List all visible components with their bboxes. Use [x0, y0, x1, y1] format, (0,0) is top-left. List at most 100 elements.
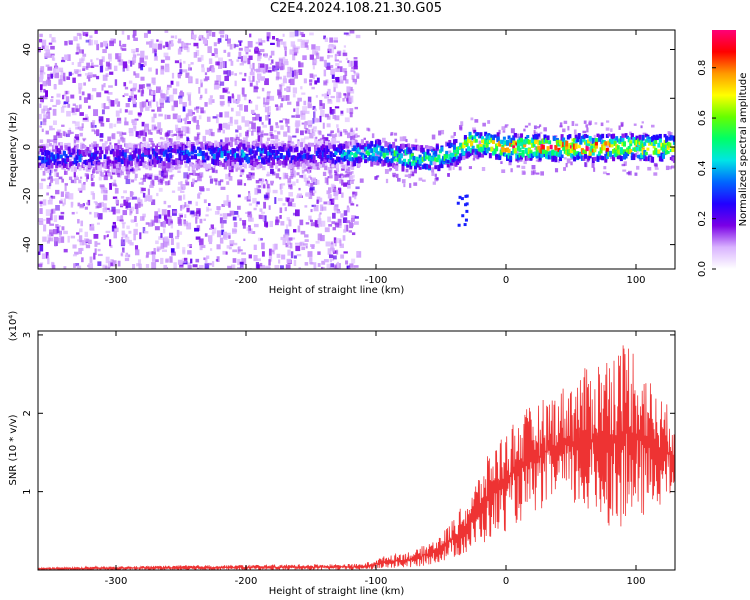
noise-cell: [111, 225, 115, 232]
noise-cell: [91, 223, 95, 228]
signal-cell: [448, 142, 452, 148]
noise-cell: [283, 61, 289, 66]
noise-cell: [209, 175, 212, 179]
noise-cell: [310, 209, 313, 213]
noise-cell: [140, 64, 144, 71]
signal-cell: [596, 133, 600, 137]
noise-cell: [39, 84, 43, 91]
noise-cell: [232, 100, 237, 104]
signal-cell: [384, 159, 388, 164]
signal-cell: [534, 133, 538, 140]
noise-cell: [179, 59, 182, 66]
noise-cell: [307, 96, 312, 103]
noise-cell: [321, 93, 324, 97]
signal-cell: [208, 147, 212, 151]
signal-cell: [286, 143, 290, 148]
signal-cell: [38, 156, 41, 161]
signal-cell: [89, 163, 93, 169]
signal-cell: [565, 144, 569, 150]
noise-cell: [276, 219, 280, 223]
noise-cell: [52, 108, 57, 116]
signal-cell: [413, 167, 417, 174]
signal-cell: [568, 148, 572, 154]
noise-cell: [46, 149, 52, 152]
signal-cell: [218, 161, 222, 165]
signal-cell: [114, 157, 118, 162]
signal-cell: [220, 145, 224, 151]
noise-cell: [196, 132, 201, 136]
noise-cell: [109, 123, 113, 129]
noise-cell: [309, 54, 314, 60]
noise-cell: [193, 52, 198, 58]
signal-cell: [555, 139, 559, 146]
signal-cell: [231, 161, 235, 166]
signal-cell: [495, 154, 499, 158]
noise-cell: [304, 234, 309, 238]
noise-cell: [237, 104, 242, 107]
signal-cell: [112, 151, 116, 157]
noise-cell: [226, 245, 230, 249]
noise-cell: [108, 53, 112, 60]
noise-cell: [196, 119, 199, 126]
noise-cell: [225, 124, 231, 130]
signal-cell: [598, 151, 602, 157]
noise-cell: [283, 58, 288, 63]
noise-cell: [142, 213, 146, 218]
signal-cell: [122, 155, 126, 160]
signal-cell: [501, 144, 505, 149]
signal-cell: [376, 151, 380, 155]
noise-cell: [310, 165, 315, 170]
signal-cell: [156, 143, 160, 148]
noise-cell: [186, 174, 190, 180]
noise-cell: [56, 172, 59, 178]
signal-cell: [507, 135, 511, 140]
noise-cell: [163, 171, 169, 178]
noise-cell: [584, 162, 587, 167]
x-tick-label: -100: [365, 275, 388, 286]
signal-cell: [315, 143, 319, 148]
signal-cell: [159, 157, 163, 164]
signal-cell: [569, 148, 573, 153]
noise-cell: [340, 254, 345, 259]
noise-cell: [348, 196, 352, 204]
noise-cell: [336, 51, 341, 57]
noise-cell: [43, 95, 48, 100]
noise-cell: [324, 113, 329, 118]
noise-cell: [184, 117, 187, 125]
noise-cell: [55, 189, 60, 195]
noise-cell: [46, 217, 51, 224]
noise-cell: [137, 198, 140, 204]
noise-cell: [285, 95, 290, 101]
noise-cell: [296, 164, 300, 170]
signal-cell: [587, 143, 591, 147]
noise-cell: [289, 185, 293, 190]
signal-cell: [638, 146, 642, 152]
signal-cell: [663, 133, 667, 138]
noise-cell: [305, 222, 310, 225]
noise-cell: [303, 78, 307, 84]
noise-cell: [148, 174, 153, 180]
noise-cell: [355, 186, 360, 190]
signal-cell: [612, 155, 616, 162]
signal-cell: [428, 164, 431, 169]
noise-cell: [133, 37, 138, 42]
signal-cell: [52, 144, 56, 150]
noise-cell: [125, 169, 131, 175]
noise-cell: [498, 129, 501, 135]
signal-cell: [390, 144, 394, 149]
noise-cell: [38, 38, 43, 43]
noise-cell: [53, 169, 58, 172]
noise-cell: [516, 165, 521, 168]
noise-cell: [111, 206, 116, 212]
noise-cell: [230, 264, 235, 269]
noise-cell: [322, 171, 327, 177]
signal-cell: [501, 146, 505, 153]
signal-cell: [214, 140, 218, 145]
signal-cell: [67, 163, 71, 169]
noise-cell: [333, 191, 338, 197]
noise-cell: [235, 134, 239, 138]
noise-cell: [265, 265, 271, 269]
noise-cell: [77, 219, 80, 224]
signal-cell: [610, 144, 614, 148]
signal-cell: [571, 142, 575, 148]
